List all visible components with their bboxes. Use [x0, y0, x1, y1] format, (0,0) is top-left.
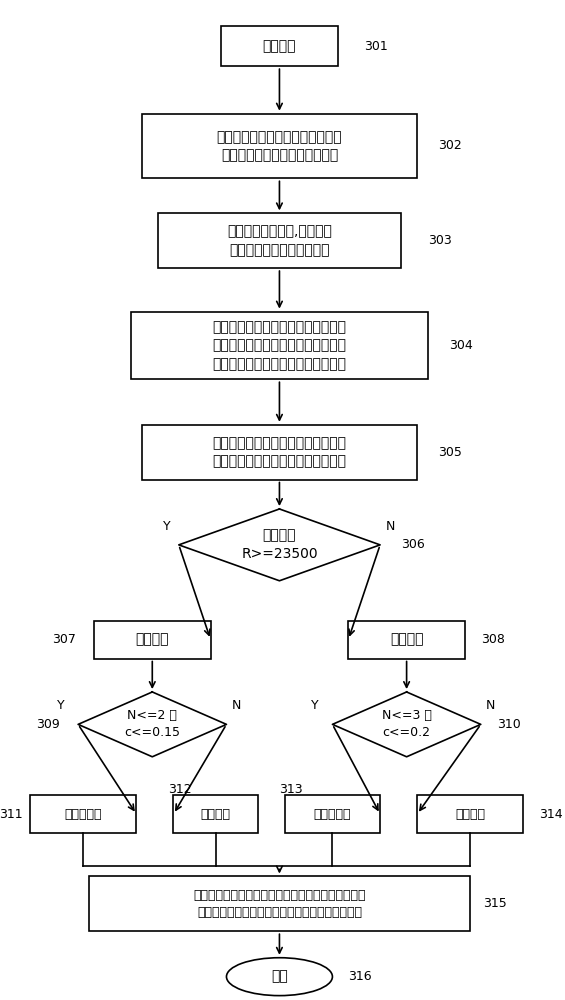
Text: N<=3 且
c<=0.2: N<=3 且 c<=0.2 — [382, 709, 432, 739]
FancyBboxPatch shape — [417, 795, 523, 833]
Text: 综合禽蛋被拍到的３张图像，当３组
判断结果中有２组及以上为一样时，
最终判断结果与这２组判断结果一样: 综合禽蛋被拍到的３张图像，当３组 判断结果中有２组及以上为一样时， 最终判断结果… — [212, 320, 346, 371]
Text: 提取颜色特征参数,将禽蛋根
据壳色分为青壳蛋和白壳蛋: 提取颜色特征参数,将禽蛋根 据壳色分为青壳蛋和白壳蛋 — [227, 225, 332, 257]
Text: 315: 315 — [484, 897, 507, 910]
Text: 316: 316 — [349, 970, 372, 983]
FancyBboxPatch shape — [142, 114, 417, 178]
Text: 314: 314 — [539, 808, 563, 821]
Text: 结束: 结束 — [271, 970, 288, 984]
FancyBboxPatch shape — [131, 312, 428, 379]
Text: 304: 304 — [449, 339, 473, 352]
Text: 303: 303 — [428, 234, 451, 247]
Text: 309: 309 — [36, 718, 59, 731]
FancyBboxPatch shape — [285, 795, 380, 833]
Text: 综合禽蛋被拍到的３张图像，只要有１组的判断结果
显示禽蛋为脏蛋，最终结果为脏蛋，否则为干净蛋: 综合禽蛋被拍到的３张图像，只要有１组的判断结果 显示禽蛋为脏蛋，最终结果为脏蛋，… — [193, 889, 366, 919]
Text: 312: 312 — [168, 783, 192, 796]
Text: 青壳脏蛋: 青壳脏蛋 — [455, 808, 485, 821]
Text: 青壳禽蛋: 青壳禽蛋 — [390, 633, 423, 647]
Text: N: N — [232, 699, 241, 712]
FancyBboxPatch shape — [349, 621, 465, 659]
Text: 308: 308 — [481, 633, 505, 646]
Text: 图像对比度增强、聚类分割去除图
像周围亮光部分、图像背景去除: 图像对比度增强、聚类分割去除图 像周围亮光部分、图像背景去除 — [216, 130, 342, 162]
Text: 白壳干净蛋: 白壳干净蛋 — [64, 808, 102, 821]
Text: Y: Y — [57, 699, 64, 712]
Polygon shape — [78, 692, 227, 757]
Polygon shape — [179, 509, 380, 581]
Text: N<=2 且
c<=0.15: N<=2 且 c<=0.15 — [124, 709, 180, 739]
FancyBboxPatch shape — [31, 795, 136, 833]
Text: 读取图像: 读取图像 — [263, 39, 296, 53]
Text: 301: 301 — [364, 40, 388, 53]
FancyBboxPatch shape — [89, 876, 470, 931]
Text: Y: Y — [311, 699, 319, 712]
Text: 白壳脏蛋: 白壳脏蛋 — [201, 808, 231, 821]
Text: 311: 311 — [0, 808, 22, 821]
Text: 305: 305 — [438, 446, 462, 459]
Ellipse shape — [227, 958, 332, 996]
Text: 307: 307 — [51, 633, 76, 646]
FancyBboxPatch shape — [221, 26, 338, 66]
Text: 白壳禽蛋: 白壳禽蛋 — [136, 633, 169, 647]
Text: N: N — [486, 699, 496, 712]
Text: 310: 310 — [497, 718, 520, 731]
Text: 306: 306 — [401, 538, 425, 551]
Text: 青壳干净蛋: 青壳干净蛋 — [314, 808, 351, 821]
Text: Y: Y — [163, 520, 171, 533]
Text: 红色分量
R>=23500: 红色分量 R>=23500 — [241, 529, 318, 561]
FancyBboxPatch shape — [173, 795, 258, 833]
Text: 313: 313 — [280, 783, 303, 796]
Text: 302: 302 — [438, 139, 462, 152]
FancyBboxPatch shape — [94, 621, 211, 659]
FancyBboxPatch shape — [158, 213, 401, 268]
Text: N: N — [385, 520, 395, 533]
Text: 提取禽蛋表面脏污特征参数：脏污面
积与整蛋面积的比值ｃ，脏污块数Ｎ: 提取禽蛋表面脏污特征参数：脏污面 积与整蛋面积的比值ｃ，脏污块数Ｎ — [212, 436, 346, 468]
Polygon shape — [332, 692, 481, 757]
FancyBboxPatch shape — [142, 425, 417, 480]
